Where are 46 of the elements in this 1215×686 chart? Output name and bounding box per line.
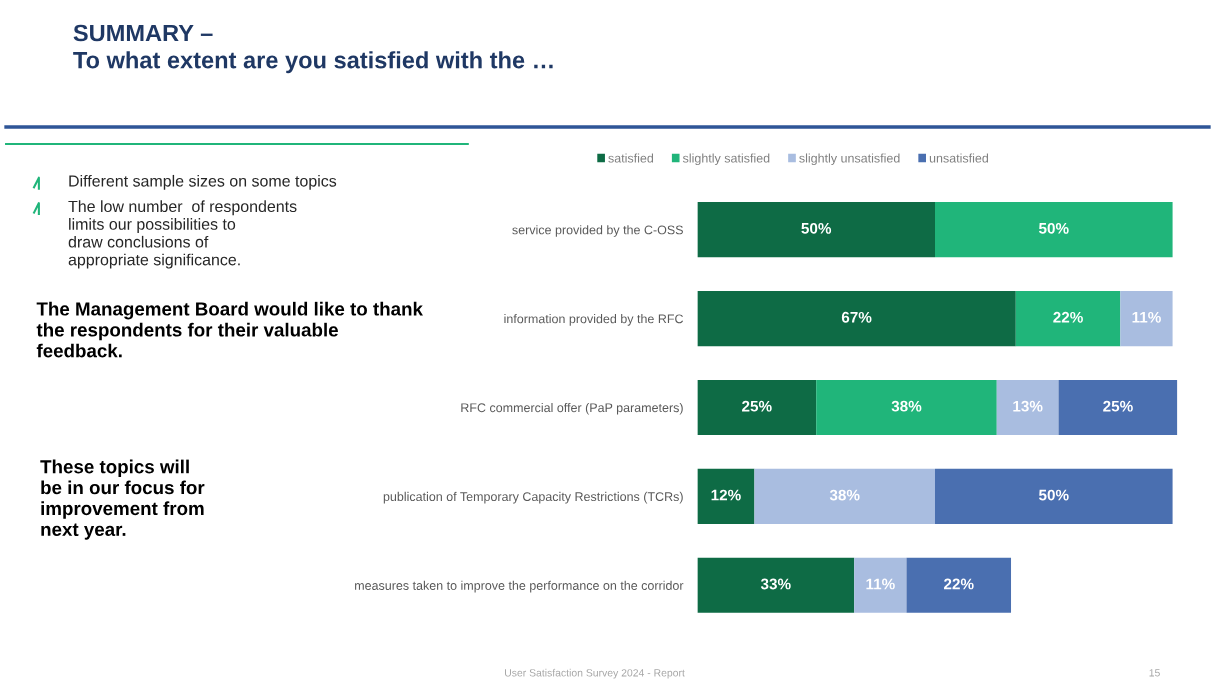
bar (697, 557, 855, 613)
bar (697, 379, 817, 436)
data-label: 33% (760, 578, 791, 590)
legend-label: slightly unsatisfied (799, 153, 900, 166)
data-label: 13% (1013, 400, 1043, 412)
y-tick-label: publication of Temporary Capacity Restrictions (TCRs) (383, 491, 683, 504)
text: These topics will be in our focus for improvement from next year. (40, 459, 205, 540)
bar (697, 291, 1016, 347)
data-label: 38% (829, 489, 860, 501)
data-label: 67% (841, 311, 872, 323)
data-label: 50% (1038, 222, 1069, 234)
bar (1120, 291, 1173, 347)
data-label: 22% (944, 578, 974, 590)
y-tick-label: RFC commercial offer (PaP parameters) (461, 402, 683, 415)
data-label: 38% (891, 400, 922, 412)
bar (697, 202, 935, 258)
bar (697, 468, 755, 524)
bar (996, 379, 1059, 436)
bar (906, 557, 1012, 613)
legend-label: satisfied (608, 153, 654, 163)
data-label: 11% (866, 578, 895, 590)
data-label: 25% (1103, 400, 1133, 412)
text: User Satisfaction Survey 2024 - Report (505, 668, 685, 679)
legend-label: slightly satisfied (682, 153, 770, 166)
bar (1015, 291, 1121, 347)
data-label: 50% (801, 222, 832, 234)
bar (854, 557, 907, 613)
y-tick-label: information provided by the RFC (504, 314, 684, 326)
data-label: 22% (1053, 311, 1083, 323)
data-label: 12% (711, 489, 741, 501)
text: Different sample sizes on some topics (69, 174, 337, 190)
y-tick-label: service provided by the C-OSS (512, 225, 683, 237)
text: The Management Board would like to thank the respondents for their valuable feedback. (36, 301, 423, 358)
bar (935, 468, 1173, 524)
text: 15 (1149, 669, 1160, 677)
legend-label: unsatisfied (929, 153, 989, 163)
data-label: 11% (1132, 311, 1161, 323)
y-tick-label: measures taken to improve the performance on the corridor (355, 580, 684, 593)
bar (754, 468, 935, 524)
bar (816, 379, 997, 436)
text: The low number of respondents limits our possibilities to draw conclusions of appropriate significance. (68, 200, 297, 269)
data-label: 50% (1038, 489, 1069, 501)
bar (935, 202, 1173, 258)
data-label: 25% (742, 400, 772, 412)
bar (1058, 379, 1178, 436)
text: SUMMARY – To what extent are you satisfied with the … (73, 24, 553, 74)
